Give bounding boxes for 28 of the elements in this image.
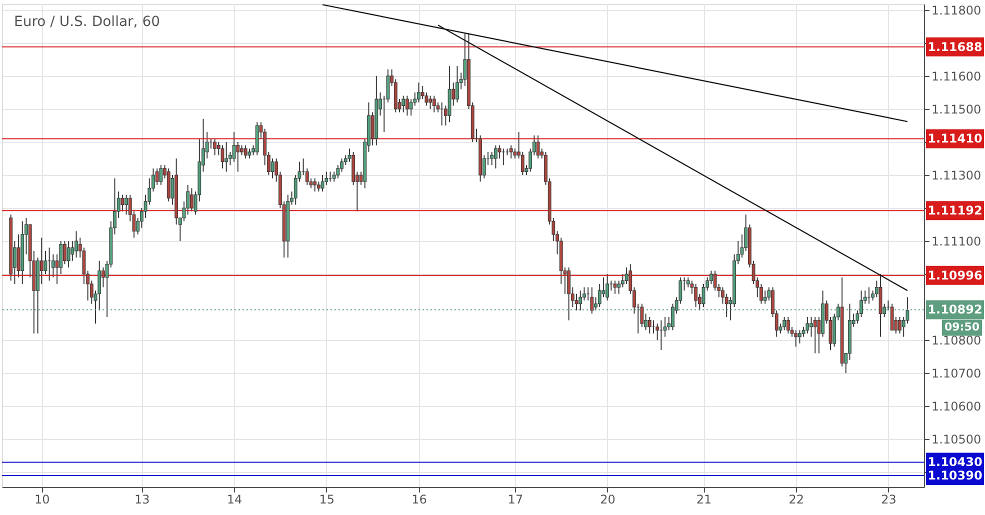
y-tick-label: 1.11500 xyxy=(932,102,982,116)
y-tick-label: 1.10800 xyxy=(932,334,982,348)
x-tick-label: 15 xyxy=(319,492,335,506)
x-tick-label: 17 xyxy=(508,492,524,506)
x-tick-label: 14 xyxy=(226,492,242,506)
ref-line-label: 1.10996 xyxy=(928,268,982,282)
x-tick-label: 13 xyxy=(134,492,150,506)
ref-line-label: 1.11192 xyxy=(928,204,982,218)
y-tick-label: 1.10500 xyxy=(932,432,982,447)
text: Euro / U.S. Dollar, 60 xyxy=(14,14,160,30)
y-tick-label: 1.11800 xyxy=(932,3,982,18)
ref-line-label: 1.10430 xyxy=(928,455,982,470)
y-tick-label: 1.10700 xyxy=(932,366,982,381)
ref-line-label: 1.11410 xyxy=(928,132,982,146)
ref-line-label: 1.11688 xyxy=(928,40,982,54)
y-tick-label: 1.11600 xyxy=(932,69,982,84)
y-tick-label: 1.10600 xyxy=(932,400,982,414)
x-tick-label: 20 xyxy=(600,492,616,506)
y-tick-label: 1.11100 xyxy=(932,234,982,249)
ref-line-label: 1.10892 xyxy=(928,302,982,317)
text: 09:50 xyxy=(944,320,980,334)
x-tick-label: 23 xyxy=(881,492,896,506)
ref-line-label: 1.10390 xyxy=(928,468,982,482)
x-tick-label: 21 xyxy=(696,492,712,506)
x-tick-label: 22 xyxy=(788,492,804,506)
x-tick-label: 10 xyxy=(34,492,50,506)
x-tick-label: 16 xyxy=(412,492,427,506)
y-tick-label: 1.11300 xyxy=(932,168,982,183)
